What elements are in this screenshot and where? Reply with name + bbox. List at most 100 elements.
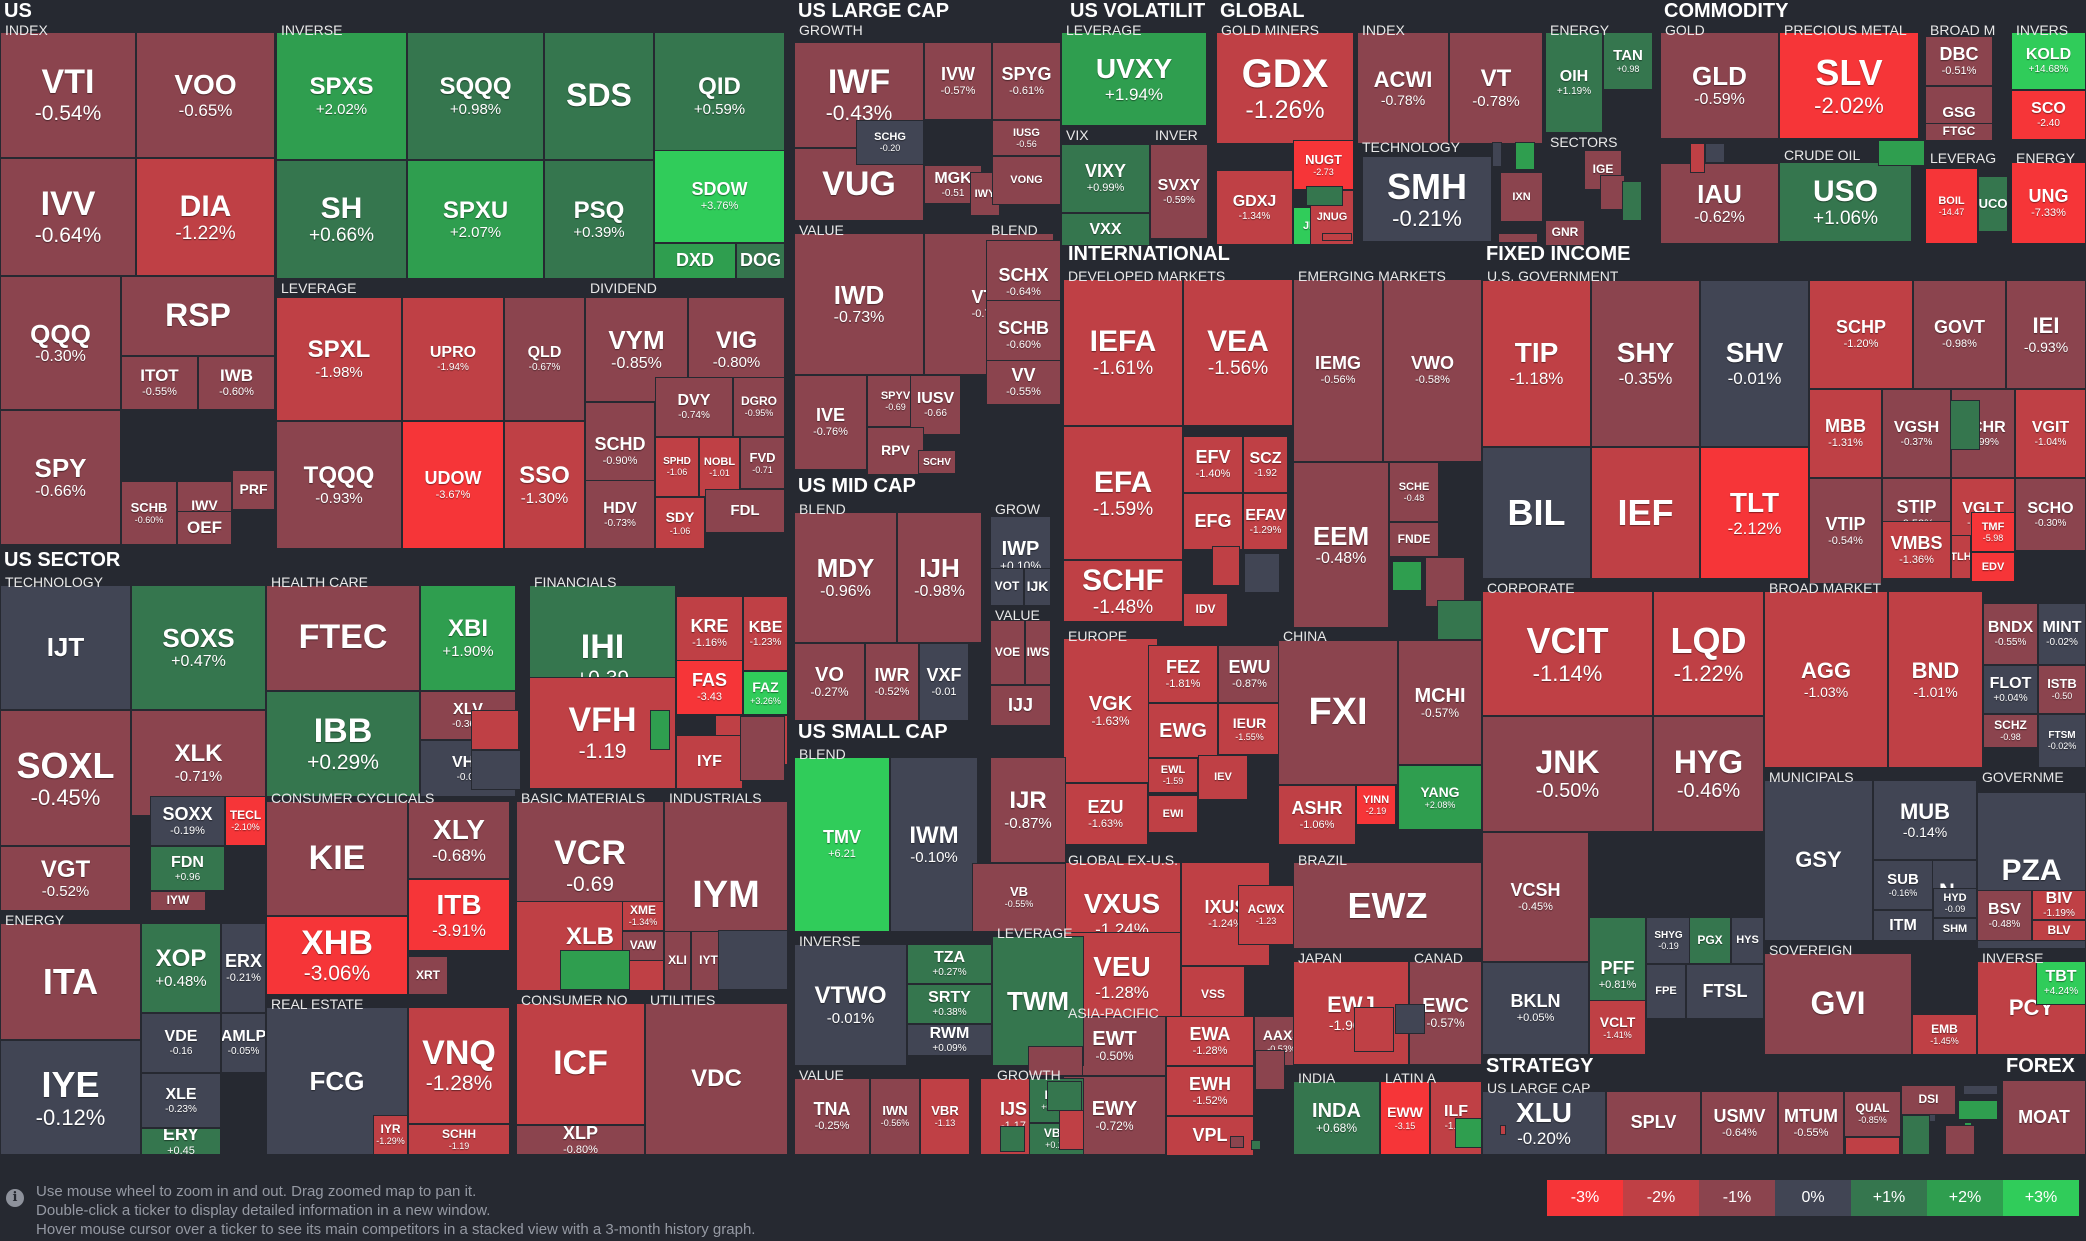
ticker-tile-fdl[interactable]: FDL — [705, 489, 785, 533]
ticker-tile-gsy[interactable]: GSY — [1764, 780, 1873, 941]
ticker-tile-vgsh[interactable]: VGSH -0.37% — [1882, 389, 1951, 478]
ticker-tile-vdc[interactable]: VDC — [645, 1003, 788, 1155]
ticker-tile-psq[interactable]: PSQ +0.39% — [544, 160, 654, 279]
ticker-tile-xle[interactable]: XLE -0.23% — [141, 1073, 221, 1128]
ticker-tile-ftgc[interactable]: FTGC — [1925, 123, 1993, 141]
ticker-tile-sds[interactable]: SDS — [544, 32, 654, 160]
ticker-tile-spxl[interactable]: SPXL -1.98% — [276, 297, 402, 421]
ticker-tile-srty[interactable]: SRTY +0.38% — [907, 984, 992, 1024]
ticker-tile-mtum[interactable]: MTUM -0.55% — [1778, 1091, 1844, 1155]
ticker-tile-dgro[interactable]: DGRO -0.95% — [733, 377, 785, 437]
ticker-tile-iwb[interactable]: IWB -0.60% — [198, 356, 275, 410]
ticker-tile-spy[interactable]: SPY -0.66% — [0, 410, 121, 545]
ticker-tile-itb[interactable]: ITB -3.91% — [408, 879, 510, 951]
ticker-tile-vt[interactable]: VT -0.78% — [1449, 32, 1543, 144]
ticker-tile-ewl[interactable]: EWL -1.59 — [1148, 758, 1198, 793]
ticker-tile-xlv[interactable]: XLV -0.36% — [420, 691, 516, 740]
ticker-tile-itm[interactable]: ITM — [1873, 910, 1933, 941]
ticker-tile-jnk[interactable]: JNK -0.50% — [1482, 716, 1653, 832]
ticker-tile-idv[interactable]: IDV — [1183, 593, 1228, 627]
ticker-tile-govt[interactable]: GOVT -0.98% — [1913, 280, 2006, 389]
ticker-tile-vfh[interactable]: VFH -1.19 — [529, 677, 676, 789]
ticker-tile-iwr[interactable]: IWR -0.52% — [865, 643, 919, 721]
ticker-tile-ewz[interactable]: EWZ — [1293, 862, 1482, 949]
ticker-tile-nugt[interactable]: NUGT -2.73 — [1293, 140, 1354, 190]
ticker-tile-usmv[interactable]: USMV -0.64% — [1701, 1091, 1778, 1155]
ticker-tile-itot[interactable]: ITOT -0.55% — [121, 356, 198, 410]
ticker-tile-gnr[interactable]: GNR — [1545, 220, 1585, 246]
ticker-tile-sdow[interactable]: SDOW +3.76% — [654, 150, 785, 243]
ticker-tile-mbb[interactable]: MBB -1.31% — [1809, 389, 1882, 478]
ticker-tile-dia[interactable]: DIA -1.22% — [136, 158, 275, 276]
ticker-tile-ijj[interactable]: IJJ — [990, 685, 1051, 726]
ticker-tile-bil[interactable]: BIL — [1482, 447, 1591, 579]
ticker-tile-bkln[interactable]: BKLN +0.05% — [1482, 962, 1589, 1055]
ticker-tile-iwm[interactable]: IWM -0.10% — [890, 757, 978, 932]
ticker-tile-fez[interactable]: FEZ -1.81% — [1148, 645, 1218, 703]
ticker-tile-qual[interactable]: QUAL -0.85% — [1844, 1091, 1901, 1137]
ticker-tile-vde[interactable]: VDE -0.16 — [141, 1013, 221, 1073]
ticker-tile-iei[interactable]: IEI -0.93% — [2006, 280, 2086, 389]
ticker-tile-tbt[interactable]: TBT +4.24% — [2036, 961, 2086, 1005]
ticker-tile-gdx[interactable]: GDX -1.26% — [1216, 32, 1354, 144]
ticker-tile-ixn[interactable]: IXN — [1500, 172, 1543, 222]
ticker-tile-iye[interactable]: IYE -0.12% — [0, 1040, 141, 1155]
ticker-tile-fdn[interactable]: FDN +0.96 — [150, 846, 225, 891]
ticker-tile-sche[interactable]: SCHE -0.48 — [1389, 462, 1439, 522]
ticker-tile-fxi[interactable]: FXI — [1278, 640, 1398, 785]
ticker-tile-iyw[interactable]: IYW — [150, 891, 206, 911]
ticker-tile-tlh[interactable]: TLH — [1951, 535, 1971, 579]
ticker-tile-fpe[interactable]: FPE — [1646, 964, 1686, 1019]
ticker-tile-ftsm[interactable]: FTSM -0.02% — [2038, 714, 2086, 768]
ticker-tile-oef[interactable]: OEF — [177, 511, 232, 545]
ticker-tile-fnde[interactable]: FNDE — [1389, 522, 1439, 557]
ticker-tile-scho[interactable]: SCHO -0.30% — [2015, 478, 2086, 551]
ticker-tile-mub[interactable]: MUB -0.14% — [1873, 780, 1977, 860]
ticker-tile-ery[interactable]: ERY +0.45 — [141, 1128, 221, 1155]
ticker-tile-iwn[interactable]: IWN -0.56% — [870, 1078, 920, 1155]
ticker-tile-iemg[interactable]: IEMG -0.56% — [1293, 279, 1383, 462]
ticker-tile-splv[interactable]: SPLV — [1606, 1091, 1701, 1155]
ticker-tile-vgt[interactable]: VGT -0.52% — [0, 846, 131, 911]
ticker-tile-vcsh[interactable]: VCSH -0.45% — [1482, 832, 1589, 962]
ticker-tile-vwo[interactable]: VWO -0.58% — [1383, 279, 1482, 462]
ticker-tile-shm[interactable]: SHM — [1933, 918, 1977, 941]
ticker-tile-shv[interactable]: SHV -0.01% — [1700, 280, 1809, 447]
ticker-tile-schg[interactable]: SCHG -0.20 — [856, 120, 924, 165]
ticker-tile-ewu[interactable]: EWU -0.87% — [1218, 645, 1281, 703]
ticker-tile-schh[interactable]: SCHH -1.19 — [408, 1124, 510, 1155]
ticker-tile-vclt[interactable]: VCLT -1.41% — [1589, 1000, 1646, 1055]
ticker-tile-iyf[interactable]: IYF — [676, 735, 743, 789]
ticker-tile-vea[interactable]: VEA -1.56% — [1183, 279, 1293, 426]
ticker-tile-fas[interactable]: FAS -3.43 — [676, 660, 743, 715]
ticker-tile-smh[interactable]: SMH -0.21% — [1362, 156, 1492, 242]
ticker-tile-kbe[interactable]: KBE -1.23% — [743, 596, 788, 671]
ticker-tile-gdxj[interactable]: GDXJ -1.34% — [1216, 170, 1293, 245]
ticker-tile-oih[interactable]: OIH +1.19% — [1545, 32, 1603, 133]
ticker-tile-tlt[interactable]: TLT -2.12% — [1700, 447, 1809, 579]
ticker-tile-iusg[interactable]: IUSG -0.56 — [992, 120, 1061, 156]
ticker-tile-ief[interactable]: IEF — [1591, 447, 1700, 579]
ticker-tile-spxu[interactable]: SPXU +2.07% — [407, 160, 544, 279]
ticker-tile-xli[interactable]: XLI — [664, 931, 691, 991]
ticker-tile-schf[interactable]: SCHF -1.48% — [1063, 560, 1183, 622]
ticker-tile-ive[interactable]: IVE -0.76% — [794, 375, 867, 470]
ticker-tile-rwm[interactable]: RWM +0.09% — [907, 1024, 992, 1056]
ticker-tile-kold[interactable]: KOLD +14.68% — [2011, 32, 2086, 90]
ticker-tile-mdy[interactable]: MDY -0.96% — [794, 512, 897, 643]
ticker-tile-ewa[interactable]: EWA -1.28% — [1166, 1016, 1254, 1066]
ticker-tile-ftsl[interactable]: FTSL — [1686, 964, 1764, 1019]
ticker-tile-xop[interactable]: XOP +0.48% — [141, 923, 221, 1013]
ticker-tile-vti[interactable]: VTI -0.54% — [0, 32, 136, 158]
ticker-tile-ivw[interactable]: IVW -0.57% — [924, 42, 992, 120]
ticker-tile-xme[interactable]: XME -1.34% — [622, 901, 664, 931]
ticker-tile-agg[interactable]: AGG -1.03% — [1764, 591, 1888, 768]
ticker-tile-ivv[interactable]: IVV -0.64% — [0, 158, 136, 276]
ticker-tile-rsp[interactable]: RSP — [121, 276, 275, 356]
ticker-tile-spyg[interactable]: SPYG -0.61% — [992, 42, 1061, 120]
ticker-tile-hys[interactable]: HYS — [1731, 917, 1764, 964]
ticker-tile-bnd[interactable]: BND -1.01% — [1888, 591, 1983, 768]
ticker-tile-sphd[interactable]: SPHD -1.06 — [655, 437, 699, 497]
ticker-tile-vong[interactable]: VONG — [992, 156, 1061, 205]
ticker-tile-iefa[interactable]: IEFA -1.61% — [1063, 279, 1183, 426]
